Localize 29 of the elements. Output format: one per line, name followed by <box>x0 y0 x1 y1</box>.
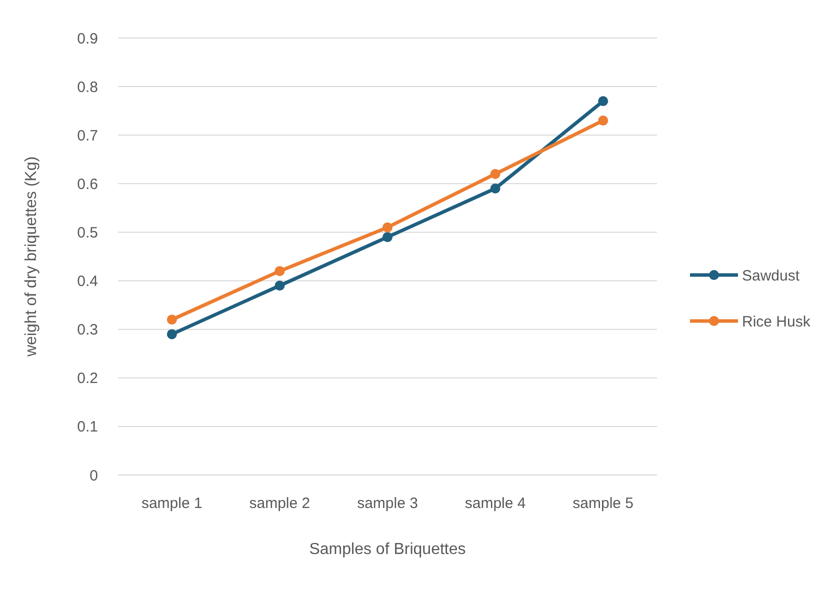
legend-label: Rice Husk <box>742 313 811 330</box>
x-tick-label: sample 1 <box>141 495 202 512</box>
point <box>598 96 608 106</box>
x-axis-title: Samples of Briquettes <box>309 541 466 558</box>
x-tick-label: sample 5 <box>572 495 634 512</box>
point <box>598 116 608 126</box>
y-tick-label: 0.1 <box>77 418 98 436</box>
x-tick-label: sample 4 <box>464 495 526 512</box>
point <box>382 222 392 232</box>
y-tick-label: 0 <box>90 467 98 484</box>
point <box>274 280 285 291</box>
y-tick-label: 0.2 <box>77 370 98 388</box>
x-tick-label: sample 3 <box>357 495 418 512</box>
point <box>274 266 285 276</box>
y-tick-label: 0.6 <box>77 176 98 193</box>
legend-label: Sawdust <box>742 267 800 284</box>
point <box>382 232 392 242</box>
y-tick-label: 0.9 <box>77 30 98 48</box>
point <box>166 329 177 340</box>
y-tick-label: 0.5 <box>77 224 98 242</box>
y-axis-title: weight of dry briquettes (Kg) <box>23 156 40 358</box>
x-tick-label: sample 2 <box>249 495 310 512</box>
y-tick-label: 0.3 <box>77 322 98 339</box>
y-tick-label: 0.8 <box>77 78 98 96</box>
point <box>490 168 500 179</box>
point <box>490 184 500 194</box>
point <box>166 314 177 325</box>
y-tick-label: 0.7 <box>77 127 98 144</box>
y-tick-label: 0.4 <box>77 273 98 290</box>
